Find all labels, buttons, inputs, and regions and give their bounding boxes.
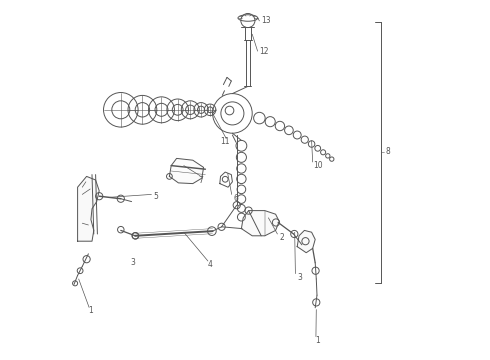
Text: 5: 5 — [153, 192, 158, 201]
Text: 8: 8 — [386, 148, 390, 157]
Text: 11: 11 — [220, 137, 229, 146]
Polygon shape — [297, 230, 315, 253]
Text: 3: 3 — [130, 258, 135, 267]
Text: 2: 2 — [279, 233, 284, 242]
Text: 3: 3 — [297, 273, 302, 282]
Text: 4: 4 — [207, 260, 212, 269]
Polygon shape — [170, 158, 204, 184]
Text: 6: 6 — [233, 194, 238, 202]
Text: 7: 7 — [198, 176, 203, 185]
Text: 12: 12 — [259, 47, 269, 56]
Text: 1: 1 — [315, 336, 320, 345]
Polygon shape — [242, 211, 279, 236]
Text: 1: 1 — [88, 306, 93, 315]
Polygon shape — [77, 176, 99, 241]
Text: 10: 10 — [314, 161, 323, 170]
Text: 13: 13 — [261, 17, 271, 26]
